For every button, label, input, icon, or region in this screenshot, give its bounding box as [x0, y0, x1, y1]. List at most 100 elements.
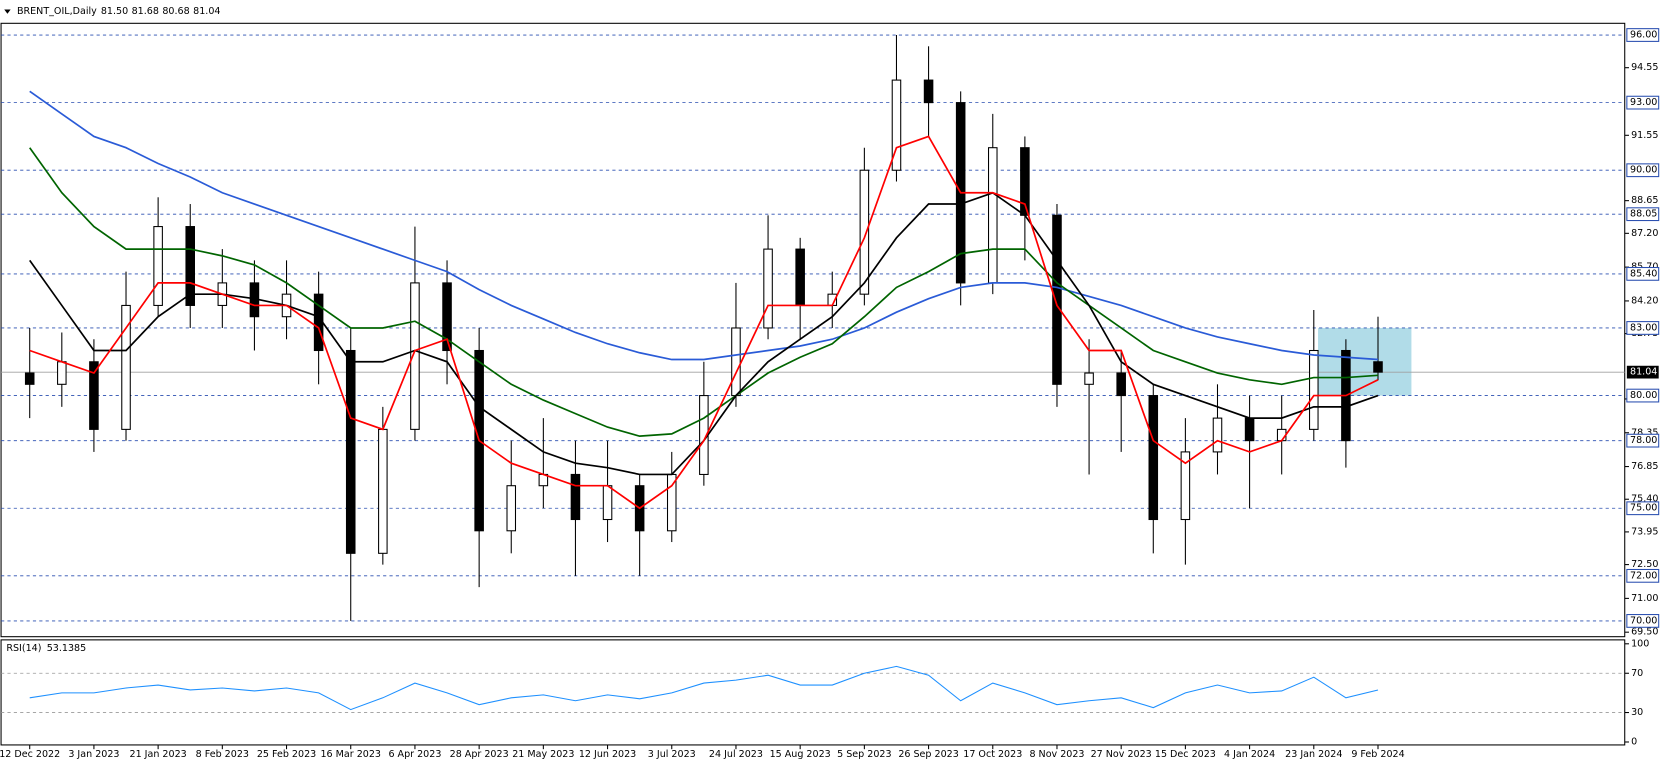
candle-body	[1084, 372, 1094, 385]
candle-body	[378, 428, 388, 554]
level-label-box	[1626, 95, 1660, 110]
rsi-tick-label: 70	[1631, 668, 1643, 679]
current-price-box	[1626, 365, 1659, 379]
x-tick-label: 3 Jan 2023	[68, 749, 119, 760]
candle-body	[24, 372, 35, 385]
level-label: 70.00	[1630, 615, 1657, 626]
x-tick-label: 24 Jul 2023	[709, 749, 763, 760]
y-tick-label: 71.00	[1631, 593, 1658, 604]
candle-body	[859, 169, 870, 295]
y-tick-label: 87.20	[1631, 228, 1658, 239]
x-tick-label: 16 Mar 2023	[320, 749, 381, 760]
level-label-box	[1626, 321, 1660, 335]
x-tick-label: 3 Jul 2023	[648, 749, 696, 760]
candle-body	[731, 327, 741, 397]
moving-average	[29, 135, 1379, 510]
x-tick-label: 25 Feb 2023	[257, 749, 316, 760]
candle-body	[153, 226, 163, 306]
candle-body	[1373, 361, 1383, 373]
x-tick-label: 27 Nov 2023	[1091, 749, 1152, 760]
chart-title: BRENT_OIL,Daily	[17, 6, 97, 17]
x-tick-label: 9 Feb 2024	[1351, 749, 1404, 760]
y-tick-label: 94.55	[1631, 62, 1658, 73]
level-label-box	[1626, 501, 1660, 516]
rsi-title: RSI(14)	[6, 643, 41, 654]
candle-body	[570, 473, 581, 521]
x-tick-label: 12 Jun 2023	[579, 749, 636, 760]
rsi-tick-label: 0	[1631, 736, 1637, 747]
candle-body	[988, 147, 998, 284]
moving-average	[29, 90, 1379, 361]
candle-body	[891, 79, 902, 171]
candle-body	[121, 304, 131, 430]
current-price-label: 81.04	[1630, 367, 1657, 378]
candle-body	[506, 485, 517, 532]
x-tick-label: 21 May 2023	[512, 749, 574, 760]
candle-body	[1244, 417, 1255, 442]
level-label-box	[1626, 28, 1660, 42]
candle-body	[89, 361, 99, 430]
rsi-pane	[0, 639, 1626, 746]
y-tick-label: 91.55	[1631, 130, 1658, 141]
x-tick-label: 6 Apr 2023	[388, 749, 441, 760]
level-label-box	[1626, 614, 1660, 628]
level-label-box	[1626, 207, 1660, 222]
price-pane	[0, 22, 1626, 638]
level-label-box	[1626, 388, 1660, 403]
candle-body	[185, 226, 195, 306]
x-tick-label: 12 Dec 2022	[0, 749, 60, 760]
level-label: 72.00	[1630, 570, 1657, 581]
x-tick-label: 21 Jan 2023	[130, 749, 187, 760]
candle-body	[1052, 214, 1062, 385]
moving-average	[29, 147, 1379, 437]
candle-body	[1212, 417, 1223, 453]
y-tick-label: 73.95	[1631, 526, 1658, 537]
y-tick-label: 72.50	[1631, 559, 1658, 570]
y-tick-label: 75.40	[1631, 494, 1658, 505]
y-tick-label: 76.85	[1631, 461, 1658, 472]
x-tick-label: 8 Nov 2023	[1029, 749, 1084, 760]
candle-body	[345, 349, 356, 554]
x-tick-label: 17 Oct 2023	[963, 749, 1022, 760]
y-tick-label: 78.35	[1631, 427, 1658, 438]
level-label-box	[1626, 433, 1660, 448]
level-label: 78.00	[1630, 435, 1657, 446]
y-tick-label: 69.50	[1631, 627, 1658, 638]
level-label-box	[1626, 163, 1660, 178]
header-value: 80.68	[162, 6, 189, 17]
rsi-value: 53.1385	[47, 643, 86, 654]
x-tick-label: 4 Jan 2024	[1224, 749, 1275, 760]
candle-body	[1148, 395, 1159, 521]
collapse-icon[interactable]	[4, 9, 11, 14]
header-value: 81.04	[193, 6, 220, 17]
level-label-box	[1626, 568, 1660, 583]
candle-body	[795, 248, 805, 306]
header-values: 81.50 81.68 80.68 81.04	[101, 6, 221, 17]
header-value: 81.68	[132, 6, 159, 17]
y-tick-label: 88.65	[1631, 195, 1658, 206]
level-label: 85.40	[1630, 268, 1657, 279]
x-tick-label: 23 Jan 2024	[1285, 749, 1342, 760]
candle-body	[1309, 349, 1319, 430]
candle-body	[763, 248, 773, 329]
candle-body	[923, 79, 934, 104]
rsi-line	[29, 665, 1379, 711]
candle-body	[1116, 372, 1126, 397]
candle-body	[442, 282, 452, 352]
candle-body	[1180, 451, 1191, 521]
x-tick-label: 15 Aug 2023	[770, 749, 831, 760]
rsi-tick-label: 100	[1631, 638, 1649, 649]
y-tick-label: 84.20	[1631, 295, 1658, 306]
highlight-zone	[1318, 327, 1412, 396]
level-label: 75.00	[1630, 503, 1657, 514]
candle-body	[57, 361, 67, 385]
x-tick-label: 28 Apr 2023	[450, 749, 509, 760]
level-label: 96.00	[1630, 30, 1657, 41]
candle-body	[410, 282, 420, 430]
level-label: 90.00	[1630, 165, 1657, 176]
x-tick-label: 8 Feb 2023	[196, 749, 249, 760]
header-value: 81.50	[101, 6, 128, 17]
